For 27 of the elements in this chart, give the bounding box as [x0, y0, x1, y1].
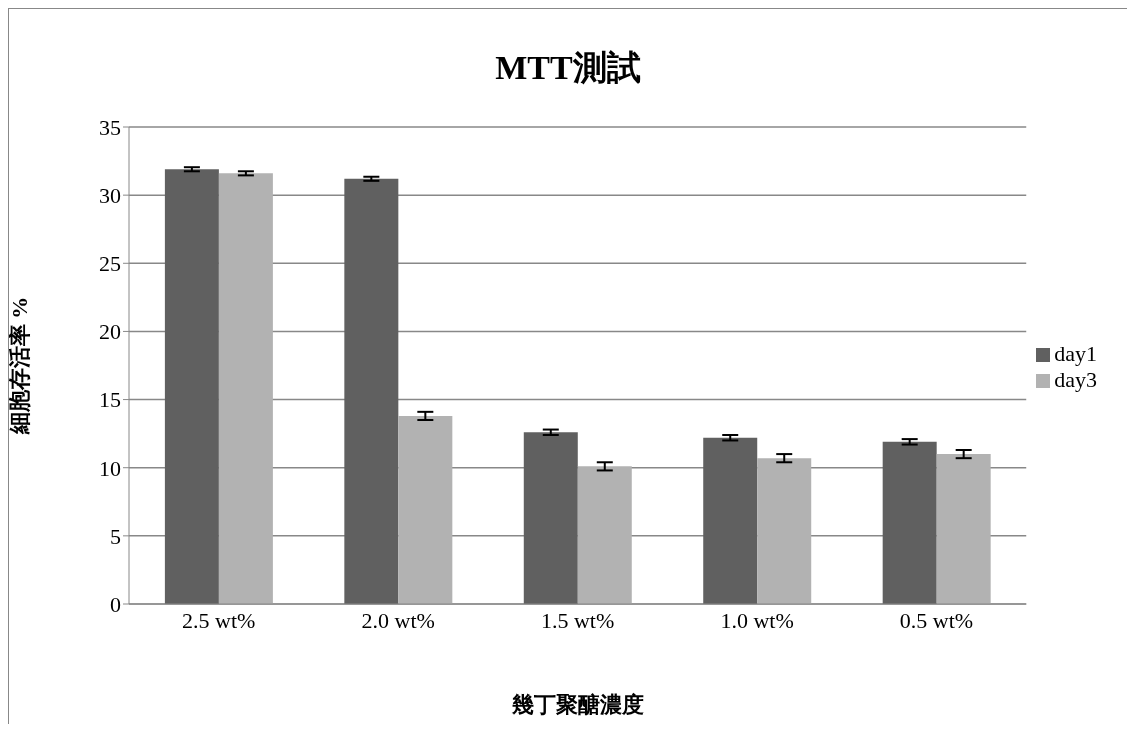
y-tick-label: 10 — [99, 455, 121, 481]
chart-title: MTT測試 — [494, 48, 642, 88]
bar — [398, 415, 453, 604]
x-axis-title: 幾丁聚醣濃度 — [510, 692, 644, 717]
bar — [882, 441, 937, 604]
bar — [344, 178, 399, 604]
y-tick-label: 25 — [99, 251, 121, 277]
x-tick-label: 2.5 wt% — [182, 607, 256, 633]
bar — [577, 466, 632, 604]
y-tick-label: 35 — [99, 114, 121, 140]
legend-label: day3 — [1054, 366, 1097, 392]
y-tick-label: 5 — [110, 523, 121, 549]
legend-label: day1 — [1054, 340, 1097, 366]
y-tick-label: 20 — [99, 319, 121, 345]
bar — [757, 458, 812, 604]
y-tick-label: 15 — [99, 387, 121, 413]
x-tick-label: 0.5 wt% — [899, 607, 974, 633]
x-tick-label: 1.5 wt% — [540, 607, 615, 633]
y-tick-label: 30 — [99, 182, 121, 208]
bar — [218, 173, 273, 604]
y-tick-label: 0 — [110, 591, 121, 617]
bar — [703, 437, 758, 604]
x-tick-label: 1.0 wt% — [720, 607, 794, 633]
bar — [936, 454, 991, 604]
bar — [164, 169, 219, 604]
x-tick-label: 2.0 wt% — [361, 607, 435, 633]
bar — [523, 432, 578, 604]
